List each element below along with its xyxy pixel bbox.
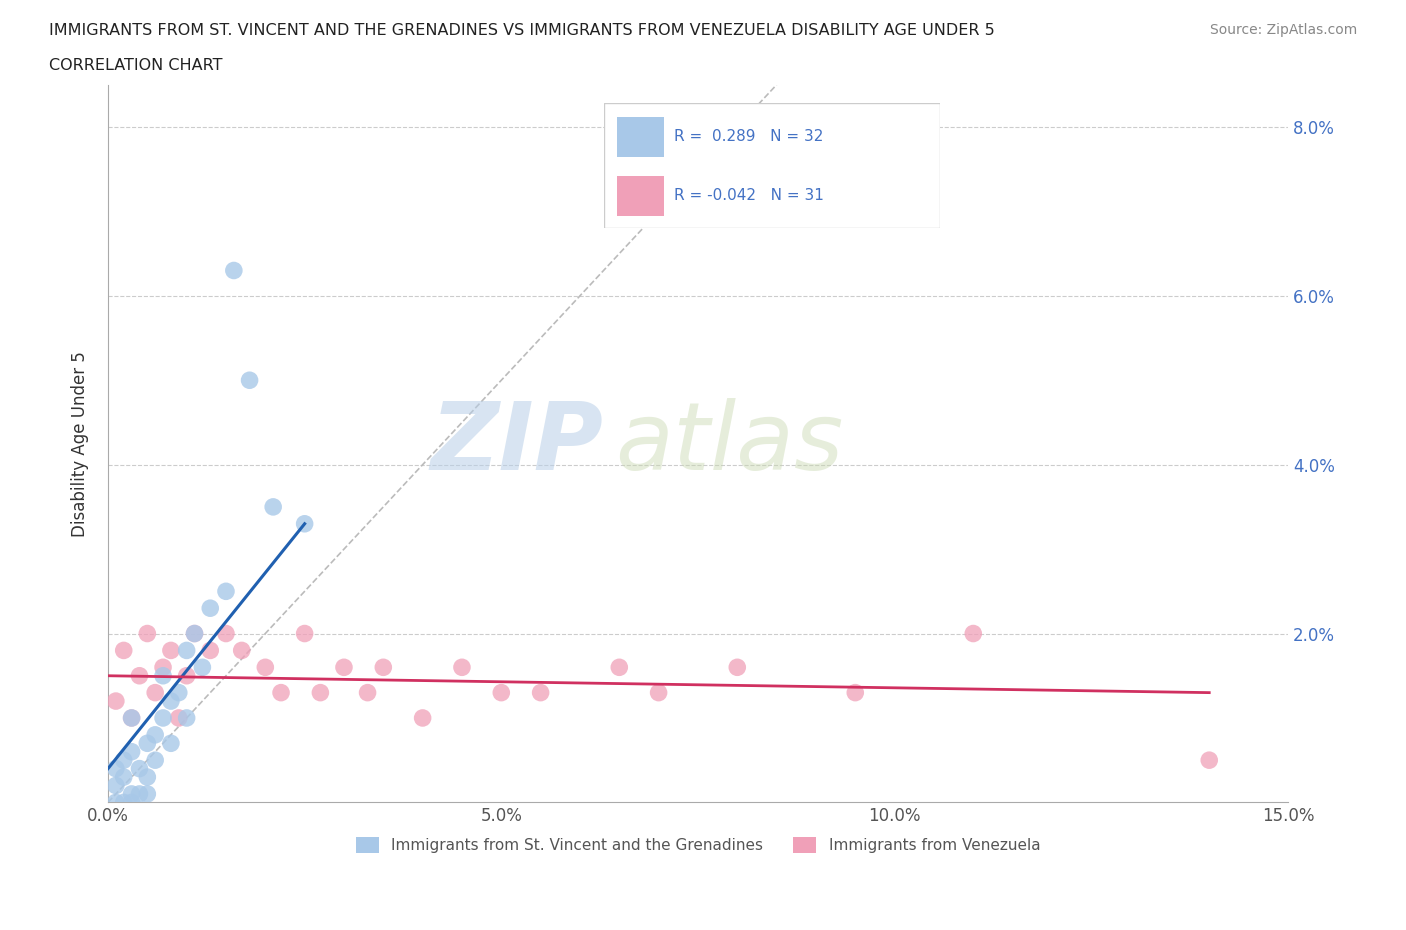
Point <box>121 787 143 802</box>
Point <box>136 736 159 751</box>
Point <box>309 685 332 700</box>
Y-axis label: Disability Age Under 5: Disability Age Under 5 <box>72 351 89 537</box>
Point <box>239 373 262 388</box>
Point <box>262 499 284 514</box>
Point <box>491 685 513 700</box>
Point <box>333 660 356 675</box>
Point <box>104 778 127 793</box>
Text: ZIP: ZIP <box>430 397 603 489</box>
Point <box>530 685 553 700</box>
Point <box>254 660 277 675</box>
Point <box>160 643 183 658</box>
Legend: Immigrants from St. Vincent and the Grenadines, Immigrants from Venezuela: Immigrants from St. Vincent and the Gren… <box>350 831 1046 859</box>
Point <box>215 584 238 599</box>
Point <box>143 685 166 700</box>
Point <box>451 660 474 675</box>
Point <box>373 660 395 675</box>
Point <box>136 770 159 785</box>
Text: IMMIGRANTS FROM ST. VINCENT AND THE GRENADINES VS IMMIGRANTS FROM VENEZUELA DISA: IMMIGRANTS FROM ST. VINCENT AND THE GREN… <box>49 23 995 38</box>
Point <box>152 711 174 725</box>
Point <box>104 694 127 709</box>
Point <box>121 711 143 725</box>
Point <box>112 752 135 767</box>
Point <box>176 711 198 725</box>
Point <box>200 601 222 616</box>
Point <box>160 694 183 709</box>
Point <box>294 516 316 531</box>
Point <box>136 626 159 641</box>
Text: Source: ZipAtlas.com: Source: ZipAtlas.com <box>1209 23 1357 37</box>
Point <box>294 626 316 641</box>
Point <box>152 669 174 684</box>
Point <box>128 787 150 802</box>
Point <box>128 761 150 776</box>
Point <box>160 736 183 751</box>
Text: CORRELATION CHART: CORRELATION CHART <box>49 58 222 73</box>
Point <box>176 669 198 684</box>
Point <box>104 795 127 810</box>
Point <box>143 727 166 742</box>
Point <box>143 752 166 767</box>
Point <box>356 685 378 700</box>
Point <box>183 626 205 641</box>
Point <box>136 787 159 802</box>
Point <box>121 795 143 810</box>
Point <box>104 761 127 776</box>
Point <box>112 795 135 810</box>
Point <box>167 711 190 725</box>
Point <box>121 744 143 759</box>
Point <box>121 711 143 725</box>
Point <box>725 660 748 675</box>
Point <box>647 685 669 700</box>
Point <box>112 643 135 658</box>
Point <box>270 685 292 700</box>
Point <box>844 685 866 700</box>
Point <box>128 669 150 684</box>
Point <box>191 660 214 675</box>
Point <box>215 626 238 641</box>
Text: atlas: atlas <box>616 398 844 489</box>
Point <box>112 770 135 785</box>
Point <box>152 660 174 675</box>
Point <box>231 643 253 658</box>
Point <box>412 711 434 725</box>
Point <box>1198 752 1220 767</box>
Point <box>607 660 630 675</box>
Point <box>222 263 245 278</box>
Point <box>183 626 205 641</box>
Point <box>200 643 222 658</box>
Point <box>962 626 984 641</box>
Point <box>176 643 198 658</box>
Point <box>167 685 190 700</box>
